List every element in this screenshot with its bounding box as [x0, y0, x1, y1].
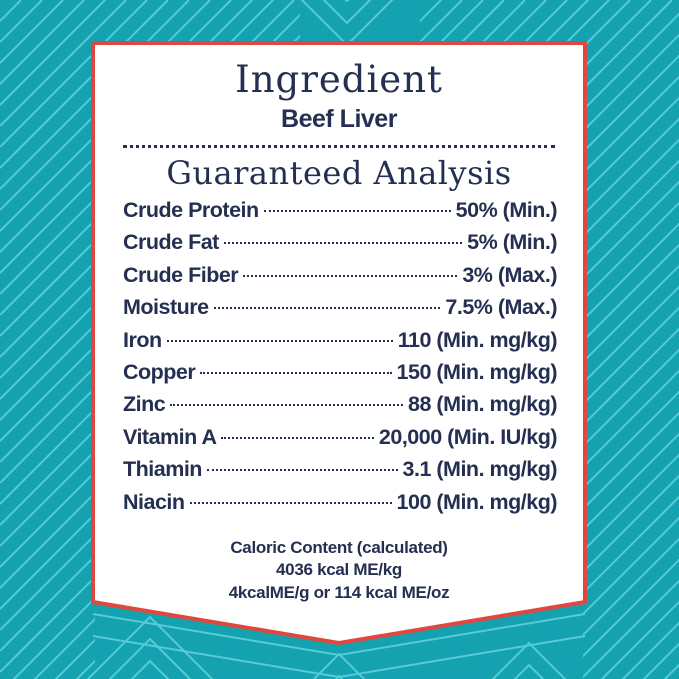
nutrient-value: 88 (Min. mg/kg) — [408, 392, 557, 417]
caloric-content: Caloric Content (calculated) 4036 kcal M… — [93, 537, 585, 605]
nutrient-value: 110 (Min. mg/kg) — [397, 327, 558, 352]
table-row: Zinc 88 (Min. mg/kg) — [123, 392, 557, 424]
section-heading: Guaranteed Analysis — [166, 154, 512, 192]
nutrient-name: Crude Fat — [123, 230, 219, 255]
nutrient-name: Copper — [123, 359, 196, 384]
caloric-line-3: 4kcalME/g or 114 kcal ME/oz — [228, 582, 450, 602]
nutrient-name: Thiamin — [123, 457, 202, 482]
nutrient-name: Niacin — [123, 489, 185, 514]
nutrient-name: Crude Protein — [123, 198, 259, 222]
nutrient-name: Vitamin A — [123, 424, 217, 449]
dot-leader — [189, 501, 392, 504]
dot-leader — [166, 339, 393, 342]
dot-leader — [263, 210, 451, 212]
ingredient-name: Beef Liver — [281, 105, 397, 133]
table-row: Iron 110 (Min. mg/kg) — [123, 327, 558, 360]
dot-leader — [200, 371, 392, 374]
nutrient-value: 3% (Max.) — [462, 262, 557, 287]
dot-leader — [206, 469, 398, 472]
caloric-line-2: 4036 kcal ME/kg — [276, 560, 402, 580]
nutrient-value: 7.5% (Max.) — [445, 295, 557, 320]
nutrient-name: Moisture — [123, 295, 209, 320]
dot-leader — [221, 436, 374, 439]
nutrient-value: 5% (Min.) — [467, 230, 557, 255]
nutrient-value: 20,000 (Min. IU/kg) — [378, 424, 558, 449]
table-row: Thiamin 3.1 (Min. mg/kg) — [123, 457, 558, 489]
nutrient-value: 150 (Min. mg/kg) — [396, 359, 558, 384]
nutrient-value: 50% (Min.) — [455, 198, 558, 222]
caloric-line-1: Caloric Content (calculated) — [230, 537, 448, 557]
table-row: Crude Fat 5% (Min.) — [123, 230, 557, 262]
dotted-separator — [123, 145, 555, 148]
guaranteed-analysis-label: Ingredient Beef Liver Guaranteed Analysi… — [93, 43, 585, 643]
label-title: Ingredient — [235, 58, 443, 101]
table-row: Moisture 7.5% (Max.) — [123, 295, 557, 327]
nutrient-value: 3.1 (Min. mg/kg) — [402, 457, 558, 482]
table-row: Vitamin A 20,000 (Min. IU/kg) — [123, 424, 558, 457]
nutrient-name: Crude Fiber — [123, 262, 239, 287]
analysis-table: Crude Protein 50% (Min.) Crude Fat 5% (M… — [123, 198, 558, 522]
nutrient-name: Iron — [123, 327, 162, 352]
table-row: Crude Fiber 3% (Max.) — [123, 263, 557, 295]
dot-leader — [223, 242, 463, 245]
table-row: Niacin 100 (Min. mg/kg) — [123, 489, 558, 522]
dot-leader — [213, 307, 441, 310]
table-row: Copper 150 (Min. mg/kg) — [123, 359, 558, 392]
dot-leader — [170, 404, 404, 407]
nutrient-value: 100 (Min. mg/kg) — [396, 489, 558, 514]
nutrient-name: Zinc — [123, 392, 166, 417]
dot-leader — [243, 274, 458, 277]
table-row: Crude Protein 50% (Min.) — [123, 198, 558, 230]
